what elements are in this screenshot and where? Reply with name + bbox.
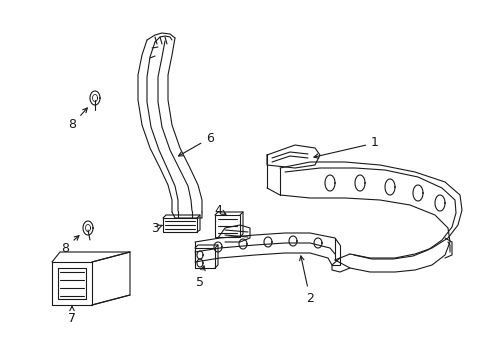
Text: 1: 1 bbox=[313, 136, 378, 158]
Text: 8: 8 bbox=[68, 108, 87, 131]
Text: 6: 6 bbox=[178, 131, 214, 156]
Text: 3: 3 bbox=[151, 221, 162, 234]
Text: 7: 7 bbox=[68, 306, 76, 324]
Text: 2: 2 bbox=[299, 256, 313, 305]
Text: 5: 5 bbox=[196, 266, 204, 288]
Text: 8: 8 bbox=[61, 236, 79, 255]
Text: 4: 4 bbox=[214, 203, 225, 216]
